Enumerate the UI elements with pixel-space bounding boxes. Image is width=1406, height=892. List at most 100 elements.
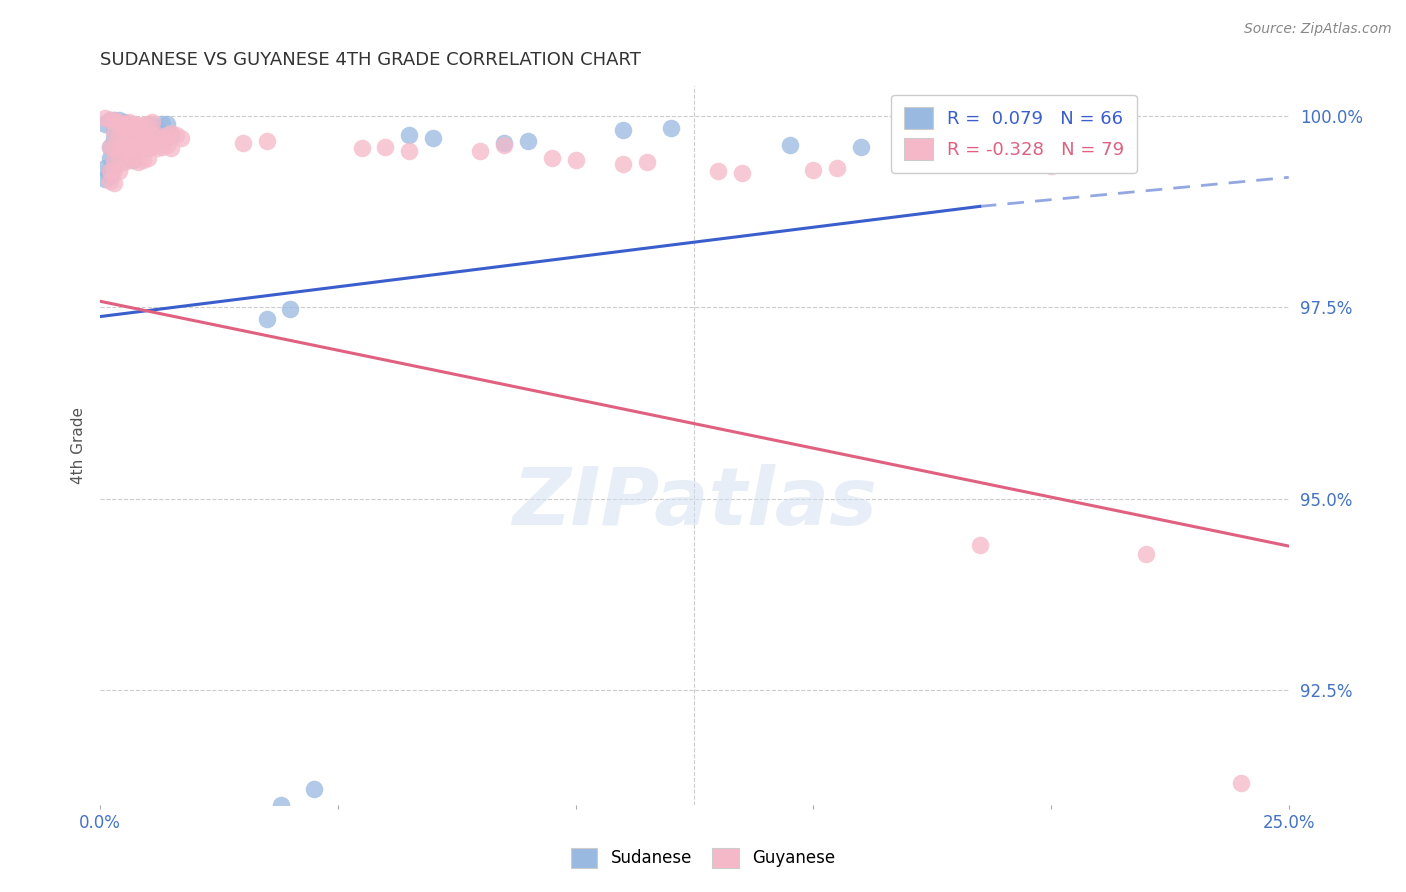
Point	[112, 130, 135, 145]
Point	[127, 155, 149, 169]
Point	[108, 138, 131, 153]
Point	[122, 151, 145, 165]
Point	[112, 141, 135, 155]
Point	[112, 155, 135, 169]
Point	[945, 118, 967, 132]
Point	[122, 141, 145, 155]
Point	[141, 138, 163, 153]
Point	[170, 130, 193, 145]
Point	[136, 141, 159, 155]
Point	[146, 141, 169, 155]
Point	[270, 797, 292, 812]
Point	[127, 138, 149, 153]
Point	[132, 139, 155, 153]
Point	[127, 123, 149, 137]
Point	[132, 118, 155, 132]
Text: SUDANESE VS GUYANESE 4TH GRADE CORRELATION CHART: SUDANESE VS GUYANESE 4TH GRADE CORRELATI…	[100, 51, 641, 69]
Point	[146, 120, 169, 135]
Point	[108, 164, 131, 178]
Point	[112, 138, 135, 153]
Point	[156, 130, 179, 145]
Point	[398, 128, 420, 143]
Point	[232, 136, 254, 150]
Point	[150, 139, 173, 153]
Point	[118, 128, 141, 143]
Point	[302, 782, 325, 797]
Point	[278, 301, 301, 316]
Text: Source: ZipAtlas.com: Source: ZipAtlas.com	[1244, 22, 1392, 37]
Point	[160, 141, 183, 155]
Point	[1230, 776, 1253, 790]
Point	[98, 151, 121, 165]
Y-axis label: 4th Grade: 4th Grade	[72, 407, 86, 483]
Point	[136, 141, 159, 155]
Point	[94, 172, 117, 186]
Point	[122, 117, 145, 131]
Point	[122, 144, 145, 158]
Point	[103, 141, 125, 155]
Point	[564, 153, 586, 168]
Point	[132, 139, 155, 153]
Point	[118, 132, 141, 146]
Point	[103, 153, 125, 168]
Point	[127, 128, 149, 143]
Point	[118, 141, 141, 155]
Point	[122, 120, 145, 135]
Point	[103, 162, 125, 177]
Point	[108, 112, 131, 127]
Point	[659, 120, 682, 135]
Point	[118, 124, 141, 138]
Legend: R =  0.079   N = 66, R = -0.328   N = 79: R = 0.079 N = 66, R = -0.328 N = 79	[891, 95, 1137, 173]
Point	[108, 132, 131, 146]
Point	[993, 120, 1015, 135]
Point	[141, 118, 163, 132]
Point	[98, 162, 121, 177]
Point	[112, 120, 135, 135]
Point	[374, 139, 396, 153]
Point	[612, 156, 634, 170]
Point	[470, 144, 492, 158]
Point	[160, 126, 183, 140]
Point	[256, 134, 278, 148]
Point	[127, 141, 149, 155]
Point	[112, 115, 135, 129]
Point	[517, 134, 540, 148]
Point	[156, 138, 179, 153]
Point	[112, 149, 135, 163]
Point	[103, 138, 125, 153]
Point	[98, 139, 121, 153]
Point	[165, 128, 187, 143]
Point	[118, 115, 141, 129]
Point	[103, 159, 125, 173]
Point	[156, 128, 179, 143]
Point	[779, 138, 801, 153]
Point	[150, 128, 173, 143]
Point	[103, 132, 125, 146]
Point	[108, 141, 131, 155]
Point	[398, 144, 420, 158]
Point	[118, 153, 141, 168]
Point	[112, 117, 135, 131]
Point	[112, 126, 135, 140]
Point	[1135, 547, 1157, 561]
Point	[422, 130, 444, 145]
Point	[108, 115, 131, 129]
Point	[127, 118, 149, 132]
Point	[141, 128, 163, 143]
Point	[108, 151, 131, 165]
Point	[540, 151, 562, 165]
Point	[146, 128, 169, 143]
Point	[94, 161, 117, 175]
Point	[146, 124, 169, 138]
Point	[122, 130, 145, 145]
Point	[494, 136, 516, 150]
Point	[122, 132, 145, 146]
Point	[636, 155, 658, 169]
Point	[98, 139, 121, 153]
Text: ZIPatlas: ZIPatlas	[512, 464, 877, 541]
Point	[707, 164, 730, 178]
Point	[118, 139, 141, 153]
Point	[612, 123, 634, 137]
Point	[108, 151, 131, 165]
Point	[94, 117, 117, 131]
